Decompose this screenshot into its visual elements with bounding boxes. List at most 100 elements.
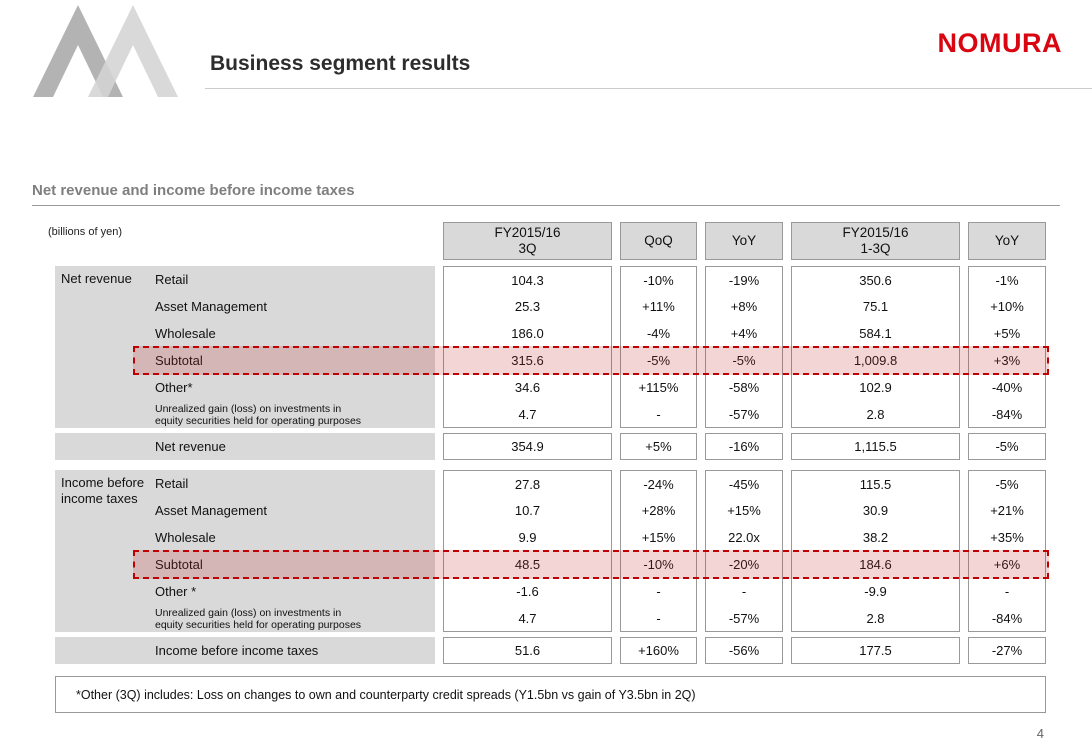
row-label: Wholesale xyxy=(155,326,216,341)
row-label-cell: Unrealized gain (loss) on investments in… xyxy=(55,605,435,632)
data-cell: +3% xyxy=(968,347,1046,374)
data-cell: +115% xyxy=(620,374,697,401)
data-cell: 1,009.8 xyxy=(791,347,960,374)
table-section: Retail 27.8 -24% -45% 115.5 -5% Asset Manageme… xyxy=(55,470,1049,664)
page-title: Business segment results xyxy=(210,52,471,75)
data-cell: 38.2 xyxy=(791,524,960,551)
nomura-logo: NOMURA xyxy=(937,28,1062,58)
row-label: Subtotal xyxy=(155,353,203,368)
table-row: Asset Management 10.7 +28% +15% 30.9 +21% xyxy=(55,497,1046,524)
table-row: Subtotal 315.6 -5% -5% 1,009.8 +3% xyxy=(55,347,1046,374)
table-row: Unrealized gain (loss) on investments in… xyxy=(55,401,1046,428)
footnote-text: *Other (3Q) includes: Loss on changes to… xyxy=(76,687,696,702)
col-header-qoq: QoQ xyxy=(620,222,697,260)
row-label-cell: Retail xyxy=(55,266,435,293)
data-cell: -20% xyxy=(705,551,783,578)
row-label-cell: Asset Management xyxy=(55,293,435,320)
data-cell: 2.8 xyxy=(791,605,960,632)
data-cell: 104.3 xyxy=(443,266,612,293)
data-cell: -5% xyxy=(968,470,1046,497)
table-row: Wholesale 9.9 +15% 22.0x 38.2 +35% xyxy=(55,524,1046,551)
data-cell: 9.9 xyxy=(443,524,612,551)
data-cell: +4% xyxy=(705,320,783,347)
data-cell: -57% xyxy=(705,605,783,632)
data-cell: +21% xyxy=(968,497,1046,524)
units-label: (billions of yen) xyxy=(48,226,122,238)
total-label-cell: Income before income taxes xyxy=(55,637,435,664)
data-cell: 315.6 xyxy=(443,347,612,374)
data-cell: 584.1 xyxy=(791,320,960,347)
data-cell: - xyxy=(705,578,783,605)
row-label: Subtotal xyxy=(155,557,203,572)
data-cell: 22.0x xyxy=(705,524,783,551)
table-row: Unrealized gain (loss) on investments in… xyxy=(55,605,1046,632)
data-cell: -10% xyxy=(620,266,697,293)
row-label-cell: Other * xyxy=(55,578,435,605)
data-cell: -45% xyxy=(705,470,783,497)
table-row: Subtotal 48.5 -10% -20% 184.6 +6% xyxy=(55,551,1046,578)
total-row: Net revenue 354.9 +5% -16% 1,115.5 -5% xyxy=(55,433,1046,460)
col-header-fy2015-16-3q: FY2015/16 3Q xyxy=(443,222,612,260)
data-cell: +5% xyxy=(968,320,1046,347)
row-label: Wholesale xyxy=(155,530,216,545)
data-cell: - xyxy=(620,401,697,428)
row-label: Retail xyxy=(155,272,189,287)
data-cell: -5% xyxy=(620,347,697,374)
data-cell: +10% xyxy=(968,293,1046,320)
total-row-label: Income before income taxes xyxy=(155,643,319,658)
row-label: Unrealized gain (loss) on investments in… xyxy=(155,606,362,631)
table-row: Other* 34.6 +115% -58% 102.9 -40% xyxy=(55,374,1046,401)
data-cell: 25.3 xyxy=(443,293,612,320)
data-cell: 186.0 xyxy=(443,320,612,347)
row-label-cell: Wholesale xyxy=(55,524,435,551)
total-data-cell: -16% xyxy=(705,433,783,460)
data-cell: - xyxy=(620,605,697,632)
data-cell: +35% xyxy=(968,524,1046,551)
data-cell: 4.7 xyxy=(443,401,612,428)
col-header-fy2015-16-1-3q: FY2015/16 1-3Q xyxy=(791,222,960,260)
data-cell: -1.6 xyxy=(443,578,612,605)
data-cell: -19% xyxy=(705,266,783,293)
row-label-cell: Unrealized gain (loss) on investments in… xyxy=(55,401,435,428)
data-cell: 34.6 xyxy=(443,374,612,401)
data-cell: -4% xyxy=(620,320,697,347)
data-cell: +8% xyxy=(705,293,783,320)
segment-results-table: FY2015/16 3Q QoQ YoY FY2015/16 1-3Q YoY … xyxy=(55,222,1049,674)
data-cell: 115.5 xyxy=(791,470,960,497)
data-cell: - xyxy=(620,578,697,605)
total-data-cell: 177.5 xyxy=(791,637,960,664)
total-data-cell: +5% xyxy=(620,433,697,460)
data-cell: 30.9 xyxy=(791,497,960,524)
total-row: Income before income taxes 51.6 +160% -56% 1… xyxy=(55,637,1046,664)
row-label: Asset Management xyxy=(155,299,268,314)
data-cell: 75.1 xyxy=(791,293,960,320)
data-cell: -1% xyxy=(968,266,1046,293)
table-row: Other * -1.6- - -9.9- xyxy=(55,578,1046,605)
data-cell: 184.6 xyxy=(791,551,960,578)
table-section: Retail 104.3 -10% -19% 350.6 -1% Asset Managem… xyxy=(55,266,1049,460)
section-divider xyxy=(32,205,1060,206)
data-cell: -5% xyxy=(705,347,783,374)
total-data-cell: -27% xyxy=(968,637,1046,664)
data-cell: -9.9 xyxy=(791,578,960,605)
total-data-cell: 51.6 xyxy=(443,637,612,664)
data-cell: +15% xyxy=(705,497,783,524)
data-cell: +11% xyxy=(620,293,697,320)
group-label: Income before income taxes xyxy=(61,475,145,506)
data-cell: +6% xyxy=(968,551,1046,578)
total-data-cell: 354.9 xyxy=(443,433,612,460)
data-cell: 10.7 xyxy=(443,497,612,524)
data-cell: +28% xyxy=(620,497,697,524)
row-label: Retail xyxy=(155,476,189,491)
data-cell: 2.8 xyxy=(791,401,960,428)
row-label-cell: Subtotal xyxy=(55,347,435,374)
data-cell: 48.5 xyxy=(443,551,612,578)
data-cell: 102.9 xyxy=(791,374,960,401)
footnote-box: *Other (3Q) includes: Loss on changes to… xyxy=(55,676,1046,713)
table-row: Wholesale 186.0 -4% +4% 584.1 +5% xyxy=(55,320,1046,347)
row-label-cell: Subtotal xyxy=(55,551,435,578)
row-label: Other * xyxy=(155,584,197,599)
total-data-cell: 1,115.5 xyxy=(791,433,960,460)
data-cell: -84% xyxy=(968,605,1046,632)
